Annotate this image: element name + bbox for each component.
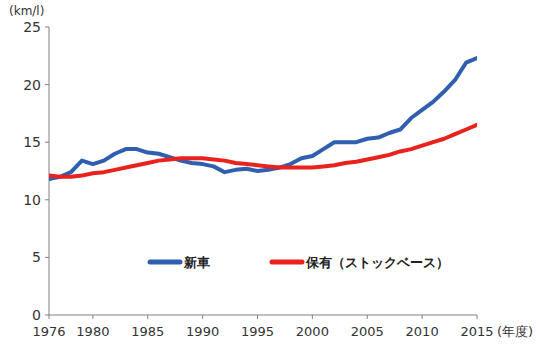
x-tick <box>202 315 203 319</box>
x-tick-label: 1995 <box>241 324 274 339</box>
y-tick <box>45 257 49 258</box>
y-axis <box>49 27 50 315</box>
legend-swatch <box>272 260 302 265</box>
series-line <box>49 58 477 179</box>
y-tick <box>45 315 49 316</box>
x-tick-label: 2010 <box>406 324 439 339</box>
x-tick-label: 1990 <box>186 324 219 339</box>
x-tick-label: 2005 <box>351 324 384 339</box>
y-tick <box>45 27 49 28</box>
legend: 新車 保有（ストックベース） <box>150 255 449 270</box>
x-tick-label: 2000 <box>296 324 329 339</box>
y-tick-label: 25 <box>23 19 41 35</box>
x-tick-label: 2015 <box>460 324 493 339</box>
x-tick-label: 1985 <box>131 324 164 339</box>
y-tick <box>45 84 49 85</box>
x-tick-label: 1980 <box>76 324 109 339</box>
x-axis-label: (年度) <box>497 324 533 339</box>
x-axis <box>49 315 477 316</box>
plot-area <box>49 58 477 179</box>
y-tick-label: 5 <box>32 249 41 265</box>
legend-label: 新車 <box>183 255 210 270</box>
x-tick <box>422 315 423 319</box>
x-tick-label: 1976 <box>32 324 65 339</box>
y-tick-label: 15 <box>23 134 41 150</box>
x-tick <box>257 315 258 319</box>
legend-label: 保有（ストックベース） <box>305 255 449 270</box>
y-tick-label: 10 <box>23 192 41 208</box>
y-tick <box>45 142 49 143</box>
y-axis-label: (km/l) <box>9 4 44 18</box>
x-tick <box>49 315 50 319</box>
x-tick <box>477 315 478 319</box>
series-line <box>49 125 477 177</box>
x-tick <box>147 315 148 319</box>
y-tick <box>45 199 49 200</box>
x-tick <box>92 315 93 319</box>
y-tick-label: 0 <box>32 307 41 323</box>
legend-swatch <box>150 260 180 265</box>
x-tick <box>312 315 313 319</box>
chart: 0 5 10 15 20 25 1976 1980 1985 1990 1995 2000 2005 20… <box>0 0 551 352</box>
x-tick <box>367 315 368 319</box>
y-tick-label: 20 <box>23 77 41 93</box>
